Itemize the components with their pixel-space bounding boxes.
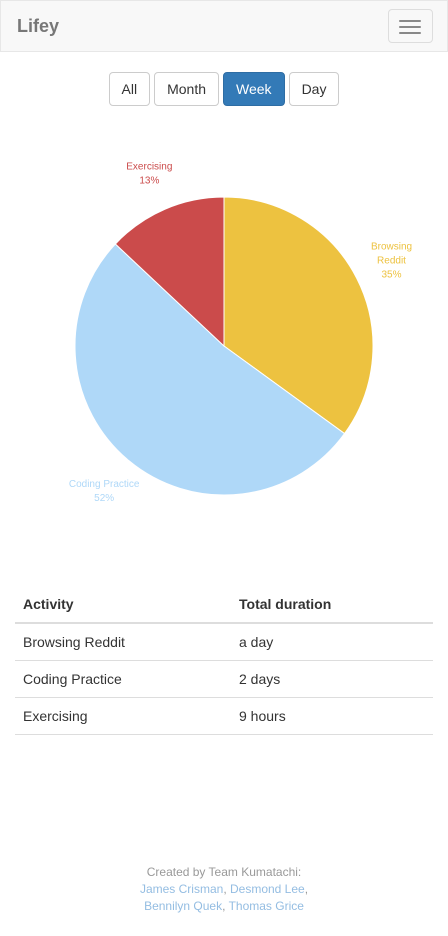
footer-credit: Created by Team Kumatachi: xyxy=(146,865,302,879)
member-link-thomas-grice[interactable]: Thomas Grice xyxy=(228,899,304,913)
column-header-activity: Activity xyxy=(15,586,231,624)
table-row: Browsing Reddit a day xyxy=(15,623,433,661)
table-row: Exercising 9 hours xyxy=(15,697,433,735)
table-header-row: Activity Total duration xyxy=(15,586,433,624)
column-header-duration: Total duration xyxy=(231,586,433,624)
pie-label-coding-practice: Coding Practice 52% xyxy=(69,479,140,504)
duration-cell: 2 days xyxy=(231,660,433,698)
activity-cell: Browsing Reddit xyxy=(15,623,231,661)
activity-pie-chart: Browsing Reddit 35% Coding Practice 52% Exerc… xyxy=(69,161,412,504)
footer: Created by Team Kumatachi: James Crisman… xyxy=(0,864,448,915)
brand-logo[interactable]: Lifey xyxy=(17,16,60,36)
activity-cell: Coding Practice xyxy=(15,660,231,698)
member-link-james-crisman[interactable]: James Crisman xyxy=(139,882,224,896)
filter-week-button[interactable]: Week xyxy=(223,72,285,106)
pie-slice-coding-practice[interactable] xyxy=(74,243,346,496)
menu-toggle-button[interactable] xyxy=(388,9,433,43)
activity-table: Activity Total duration Browsing Reddit … xyxy=(15,586,433,735)
hamburger-icon xyxy=(399,20,421,22)
activity-cell: Exercising xyxy=(15,697,231,735)
time-filter-group: All Month Week Day xyxy=(0,72,448,106)
pie-label-exercising: Exercising 13% xyxy=(126,161,172,186)
pie-label-browsing-reddit: Browsing Reddit 35% xyxy=(371,242,412,281)
navbar: Lifey xyxy=(0,0,448,52)
table-row: Coding Practice 2 days xyxy=(15,660,433,698)
pie-slice-browsing-reddit[interactable] xyxy=(223,196,374,435)
hamburger-icon xyxy=(399,26,421,28)
filter-all-button[interactable]: All xyxy=(108,72,151,106)
duration-cell: 9 hours xyxy=(231,697,433,735)
duration-cell: a day xyxy=(231,623,433,661)
member-link-bennilyn-quek[interactable]: Bennilyn Quek xyxy=(144,899,223,913)
filter-month-button[interactable]: Month xyxy=(154,72,220,106)
hamburger-icon xyxy=(399,32,421,34)
member-link-desmond-lee[interactable]: Desmond Lee xyxy=(229,882,305,896)
pie-slice-exercising[interactable] xyxy=(114,196,225,348)
filter-day-button[interactable]: Day xyxy=(288,72,340,106)
